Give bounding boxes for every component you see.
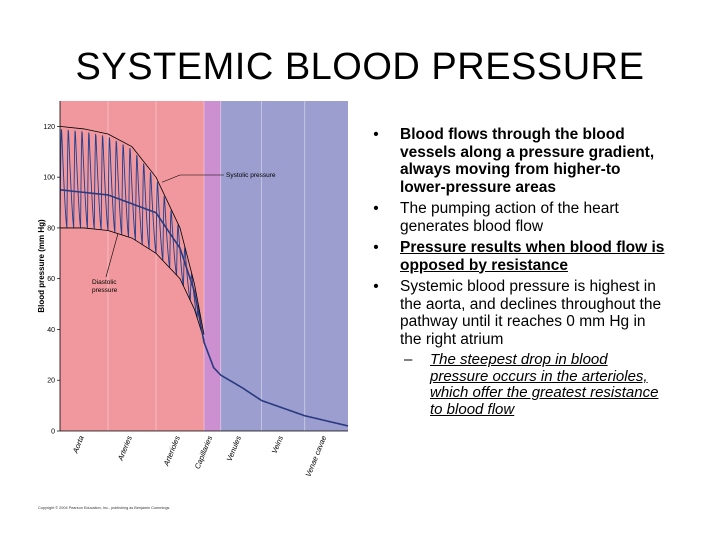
systolic-pressure-label: Systolic pressure <box>226 172 276 179</box>
diastolic-leader-line <box>105 233 119 278</box>
y-tick-label: 60 <box>47 276 55 283</box>
pressure-waves <box>59 125 205 340</box>
x-tick-label: Capillaries <box>193 434 215 470</box>
region-venules <box>220 101 262 431</box>
bullet-text: Pressure results when blood flow is oppo… <box>400 239 665 274</box>
bullet-dot: • <box>373 200 379 217</box>
systolic-leader-line <box>161 174 181 183</box>
bullet-text: Systemic blood pressure is highest in th… <box>400 278 662 348</box>
region-aorta <box>60 101 108 431</box>
region-veins <box>261 101 305 431</box>
mean-pressure-line <box>59 189 349 427</box>
x-tick-label: Aorta <box>70 434 85 455</box>
bullet-dot: • <box>373 239 379 256</box>
bullet-item: • The pumping action of the heart generat… <box>368 200 668 235</box>
region-capillaries <box>204 101 221 431</box>
vessel-regions <box>60 101 348 431</box>
bullet-text: The pumping action of the heart generate… <box>400 200 619 235</box>
diastolic-pressure-label: pressure <box>92 287 118 294</box>
sub-bullet-item: – The steepest drop in blood pressure occ… <box>368 351 668 418</box>
region-venae-cavae <box>304 101 348 431</box>
bullet-list: • Blood flows through the blood vessels a… <box>368 126 668 418</box>
x-tick-label: Arteries <box>115 434 133 462</box>
y-tick-label: 40 <box>47 327 55 334</box>
y-ticks: 0 20 40 60 80 100 120 <box>43 124 60 436</box>
diastolic-pressure-label: Diastolic <box>92 279 117 286</box>
blood-pressure-chart: 0 20 40 60 80 100 120 Aorta Arteries Arterioles C… <box>37 101 349 510</box>
bullet-item: • Systemic blood pressure is highest in t… <box>368 278 668 348</box>
axes <box>59 101 348 432</box>
copyright-text: Copyright © 2004 Pearson Education, Inc.… <box>38 506 170 510</box>
bullet-item: • Pressure results when blood flow is opp… <box>368 239 668 274</box>
y-tick-label: 80 <box>47 225 55 232</box>
bullet-dot: • <box>373 126 379 143</box>
x-tick-label: Venae cavae <box>304 434 329 478</box>
x-tick-label: Arterioles <box>161 434 182 468</box>
bullet-text: Blood flows through the blood vessels al… <box>400 126 655 196</box>
pressure-wave-line <box>59 129 205 340</box>
x-tick-label: Venules <box>225 434 243 462</box>
sub-bullet-dash: – <box>404 351 413 368</box>
diastolic-envelope-line <box>60 227 205 340</box>
bullet-item: • Blood flows through the blood vessels a… <box>368 126 668 196</box>
region-arterioles <box>156 101 204 431</box>
sub-bullet-text: The steepest drop in blood pressure occu… <box>430 351 659 418</box>
y-tick-label: 100 <box>43 175 55 182</box>
y-tick-label: 20 <box>47 378 55 385</box>
x-tick-labels: Aorta Arteries Arterioles Capillaries Venule… <box>70 434 328 478</box>
systolic-envelope-line <box>59 125 205 335</box>
y-axis-label: Blood pressure (mm Hg) <box>37 219 46 313</box>
y-tick-label: 120 <box>43 124 55 131</box>
x-tick-label: Veins <box>270 434 285 455</box>
slide-title: SYSTEMIC BLOOD PRESSURE <box>75 46 645 88</box>
region-arteries <box>108 101 156 431</box>
mean-pressure-path <box>59 189 349 427</box>
bullet-dot: • <box>373 278 379 295</box>
y-tick-label: 0 <box>51 429 55 436</box>
